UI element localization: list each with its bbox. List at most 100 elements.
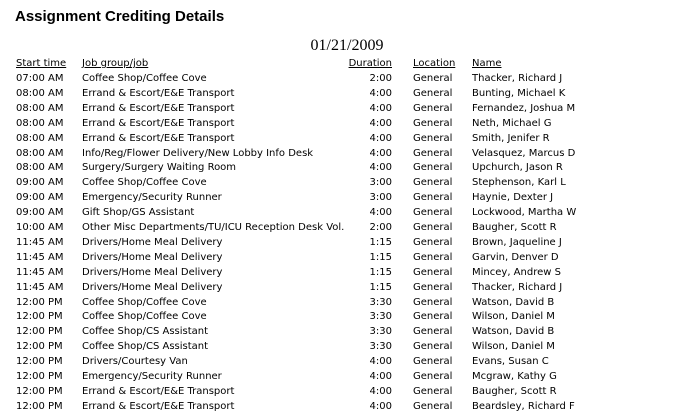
location-cell: General [413,192,453,204]
duration-cell: 1:15 [369,266,392,278]
location-cell: General [413,162,453,174]
name-cell: Wilson, Daniel M [472,311,555,323]
duration-cell: 4:00 [369,400,392,412]
location-cell: General [413,73,453,84]
duration-cell: 3:30 [369,296,392,308]
start-time-cell: 09:00 AM [16,207,64,219]
start-time-cell: 12:00 PM [16,385,63,397]
location-cell: General [413,400,453,412]
job-cell: Surgery/Surgery Waiting Room [82,162,237,174]
start-time-cell: 08:00 AM [16,102,64,114]
location-cell: General [413,207,453,219]
location-cell: General [413,102,453,114]
job-cell: Emergency/Security Runner [82,371,222,382]
duration-cell: 3:30 [369,326,392,338]
job-cell: Gift Shop/GS Assistant [82,207,195,219]
job-cell: Drivers/Home Meal Delivery [82,266,223,278]
name-cell: Evans, Susan C [472,356,549,368]
location-cell: General [413,356,453,368]
job-cell: Errand & Escort/E&E Transport [82,400,235,412]
job-cell: Errand & Escort/E&E Transport [82,132,235,144]
start-time-cell: 12:00 PM [16,341,63,353]
name-cell: Baugher, Scott R [472,222,557,233]
name-cell: Fernandez, Joshua M [472,102,576,114]
job-cell: Coffee Shop/Coffee Cove [82,73,207,84]
column-header: Duration [348,58,392,69]
name-cell: Lockwood, Martha W [472,207,577,219]
duration-cell: 3:30 [369,341,392,353]
location-cell: General [413,296,453,308]
job-cell: Drivers/Home Meal Delivery [82,281,223,293]
job-cell: Coffee Shop/Coffee Cove [82,311,207,323]
location-cell: General [413,87,453,99]
location-cell: General [413,177,453,189]
duration-cell: 3:30 [369,311,392,323]
name-cell: Mincey, Andrew S [472,266,561,278]
start-time-cell: 08:00 AM [16,162,64,174]
duration-cell: 2:00 [369,73,392,84]
job-cell: Coffee Shop/Coffee Cove [82,296,207,308]
location-cell: General [413,385,453,397]
report-date: 01/21/2009 [310,37,384,54]
start-time-cell: 07:00 AM [16,73,64,84]
name-cell: Garvin, Denver D [472,251,559,263]
name-cell: Mcgraw, Kathy G [472,371,557,382]
start-time-cell: 08:00 AM [16,87,64,99]
location-cell: General [413,341,453,353]
location-cell: General [413,281,453,293]
name-cell: Brown, Jaqueline J [472,236,562,248]
job-cell: Errand & Escort/E&E Transport [82,117,235,129]
name-cell: Wilson, Daniel M [472,341,555,353]
duration-cell: 4:00 [369,147,392,159]
start-time-cell: 12:00 PM [16,400,63,412]
start-time-cell: 12:00 PM [16,296,63,308]
start-time-cell: 09:00 AM [16,192,64,204]
start-time-cell: 11:45 AM [16,251,64,263]
location-cell: General [413,311,453,323]
start-time-cell: 12:00 PM [16,326,63,338]
report-title: Assignment Crediting Details [15,8,225,25]
location-cell: General [413,222,453,233]
column-header: Name [472,58,502,69]
duration-cell: 4:00 [369,117,392,129]
start-time-cell: 10:00 AM [16,222,64,233]
name-cell: Watson, David B [472,296,555,308]
job-cell: Errand & Escort/E&E Transport [82,102,235,114]
location-cell: General [413,236,453,248]
job-cell: Coffee Shop/Coffee Cove [82,177,207,189]
job-cell: Emergency/Security Runner [82,192,222,204]
duration-cell: 1:15 [369,236,392,248]
start-time-cell: 11:45 AM [16,236,64,248]
job-cell: Errand & Escort/E&E Transport [82,385,235,397]
duration-cell: 2:00 [369,222,392,233]
duration-cell: 4:00 [369,356,392,368]
name-cell: Stephenson, Karl L [472,177,566,189]
name-cell: Bunting, Michael K [472,87,566,99]
column-header: Location [413,58,456,69]
location-cell: General [413,251,453,263]
start-time-cell: 08:00 AM [16,147,64,159]
start-time-cell: 11:45 AM [16,266,64,278]
duration-cell: 1:15 [369,251,392,263]
start-time-cell: 12:00 PM [16,371,63,382]
name-cell: Baugher, Scott R [472,385,557,397]
name-cell: Neth, Michael G [472,117,552,129]
job-cell: Coffee Shop/CS Assistant [82,326,209,338]
duration-cell: 3:00 [369,177,392,189]
name-cell: Watson, David B [472,326,555,338]
name-cell: Upchurch, Jason R [472,162,563,174]
start-time-cell: 11:45 AM [16,281,64,293]
job-cell: Drivers/Home Meal Delivery [82,251,223,263]
column-header: Start time [16,58,67,69]
name-cell: Beardsley, Richard F [472,400,575,412]
job-cell: Coffee Shop/CS Assistant [82,341,209,353]
name-cell: Thacker, Richard J [472,73,563,84]
name-cell: Velasquez, Marcus D [472,147,576,159]
duration-cell: 4:00 [369,102,392,114]
location-cell: General [413,371,453,382]
name-cell: Haynie, Dexter J [472,192,554,204]
location-cell: General [413,266,453,278]
duration-cell: 4:00 [369,371,392,382]
duration-cell: 4:00 [369,207,392,219]
